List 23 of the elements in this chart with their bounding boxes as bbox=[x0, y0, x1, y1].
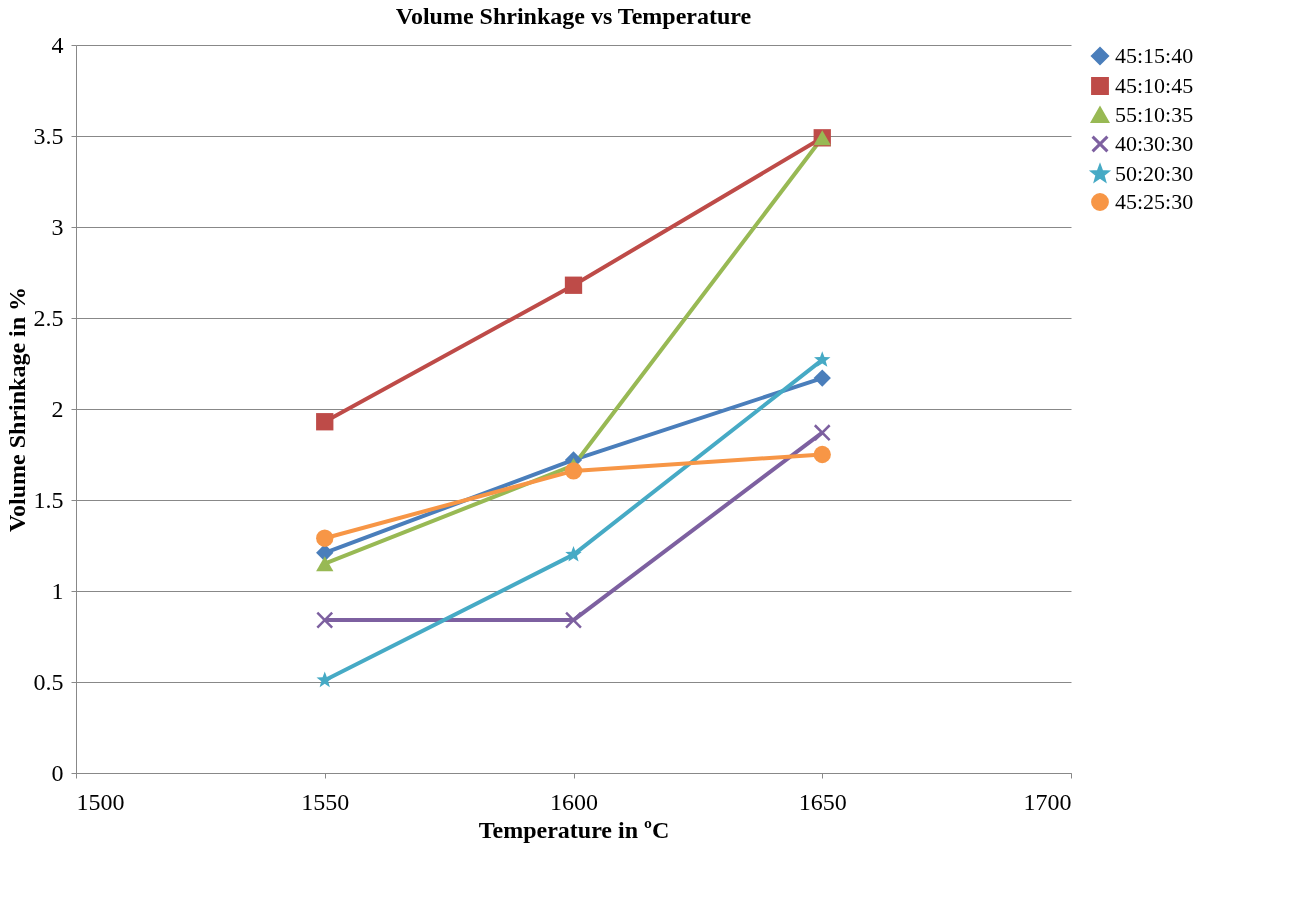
y-tick-label: 0.5 bbox=[33, 668, 64, 695]
y-tick-label: 0 bbox=[51, 759, 64, 786]
y-tick-label: 3.5 bbox=[33, 122, 64, 149]
y-tick-label: 1.5 bbox=[33, 486, 64, 513]
y-tick-label: 2 bbox=[51, 395, 64, 422]
legend-label: 50:20:30 bbox=[1115, 161, 1194, 186]
legend-label: 40:30:30 bbox=[1115, 131, 1194, 156]
x-tick-label: 1550 bbox=[301, 788, 350, 815]
legend-label: 45:15:40 bbox=[1115, 43, 1194, 68]
x-tick-label: 1650 bbox=[798, 788, 847, 815]
y-tick-label: 1 bbox=[51, 577, 64, 604]
x-tick-label: 1500 bbox=[76, 788, 125, 815]
y-tick-label: 4 bbox=[51, 31, 64, 58]
legend-label: 55:10:35 bbox=[1115, 102, 1194, 127]
x-axis-title: Temperature in ºC bbox=[478, 816, 670, 843]
y-tick-label: 3 bbox=[51, 213, 64, 240]
x-tick-label: 1700 bbox=[1023, 788, 1072, 815]
legend-label: 45:25:30 bbox=[1115, 189, 1194, 214]
x-tick-label: 1600 bbox=[550, 788, 598, 815]
legend-label: 45:10:45 bbox=[1115, 73, 1194, 98]
y-axis-title: Volume Shrinkage in % bbox=[3, 286, 30, 533]
y-tick-label: 2.5 bbox=[33, 304, 64, 331]
chart-title: Volume Shrinkage vs Temperature bbox=[395, 3, 752, 29]
